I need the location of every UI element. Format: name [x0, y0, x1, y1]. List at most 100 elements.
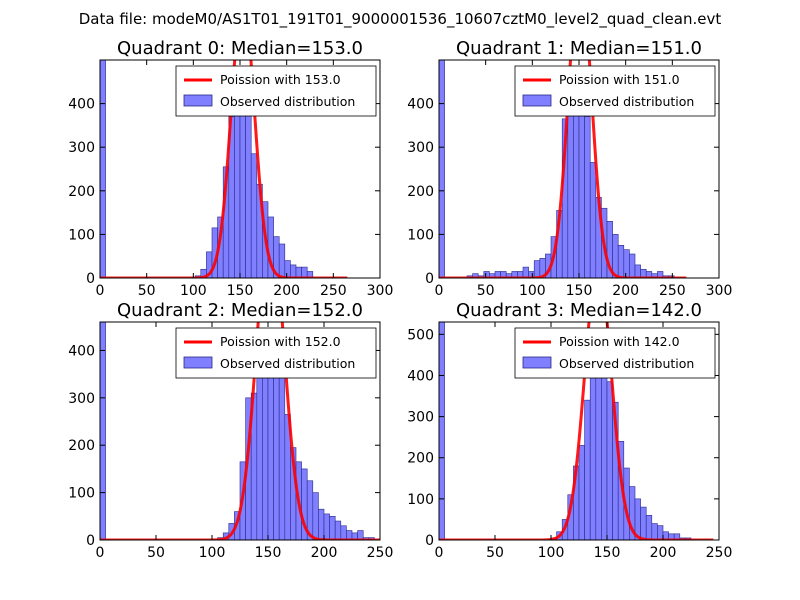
y-tick-label: 300	[68, 391, 95, 407]
plot-area	[439, 60, 688, 278]
x-tick-label: 0	[96, 283, 105, 299]
histogram-bar	[651, 523, 658, 540]
legend-hist-swatch	[522, 356, 552, 369]
poisson-fit-line	[439, 60, 688, 278]
axes-frame	[99, 321, 381, 541]
y-tick-label: 0	[425, 271, 434, 287]
x-tick-label: 150	[566, 283, 593, 299]
legend-hist-label: Observed distribution	[220, 356, 355, 371]
histogram-bar	[100, 60, 106, 278]
y-tick-label: 0	[425, 533, 434, 549]
histogram-bar	[606, 381, 613, 540]
y-tick-label: 100	[407, 227, 434, 243]
x-tick-label: 150	[255, 545, 282, 561]
y-tick-label: 400	[407, 368, 434, 384]
poisson-fit-line	[100, 60, 349, 278]
x-tick-label: 250	[659, 283, 686, 299]
histogram-bar	[439, 322, 445, 540]
legend: Poission with 153.0 Observed distribution	[175, 65, 377, 117]
x-tick-label: 150	[227, 283, 254, 299]
y-tick-label: 200	[68, 184, 95, 200]
x-tick-label: 100	[519, 283, 546, 299]
panel-title: Quadrant 3: Median=142.0	[456, 300, 702, 321]
histogram-bar	[290, 264, 297, 278]
histogram-bar	[629, 253, 636, 278]
legend-hist-label: Observed distribution	[559, 94, 694, 109]
legend-fit-label: Poission with 142.0	[559, 334, 680, 349]
legend-hist-swatch	[183, 94, 213, 107]
histogram-bar	[323, 513, 330, 540]
legend-hist-swatch	[522, 94, 552, 107]
panel-title: Quadrant 1: Median=151.0	[456, 38, 702, 59]
plot-area	[439, 322, 715, 540]
legend-hist-swatch	[183, 356, 213, 369]
x-tick-label: 250	[367, 545, 394, 561]
histogram-bar	[234, 103, 241, 278]
histogram-bar	[295, 266, 302, 278]
panel-quadrant-2: 0 50 100 150 200 250 0 100 200 300 400 Quadrant 2: …	[68, 300, 394, 561]
panel-title: Quadrant 0: Median=153.0	[117, 38, 363, 59]
panel-quadrant-0: 0 50 100 150 200 250 300 0 100 200 300 400 Quadrant …	[68, 38, 394, 299]
histogram-bar	[250, 153, 258, 278]
panel-title: Quadrant 2: Median=152.0	[117, 300, 363, 321]
figure-title: Data file: modeM0/AS1T01_191T01_90000015…	[79, 10, 722, 29]
histogram-bar	[578, 103, 585, 278]
y-tick-label: 0	[86, 271, 95, 287]
histogram-bar	[256, 373, 263, 540]
y-tick-label: 400	[68, 343, 95, 359]
histogram-bar	[584, 399, 591, 540]
histogram-bar	[100, 322, 106, 540]
x-tick-label: 300	[367, 283, 394, 299]
legend-box	[514, 327, 716, 379]
histogram-bar	[634, 264, 641, 278]
x-tick-label: 250	[706, 545, 733, 561]
y-tick-label: 300	[407, 140, 434, 156]
x-tick-label: 100	[538, 545, 565, 561]
histogram-bar	[262, 352, 269, 540]
histogram-bar	[573, 103, 580, 278]
axes-frame	[438, 321, 720, 541]
legend: Poission with 152.0 Observed distribution	[175, 327, 377, 379]
y-tick-label: 500	[407, 327, 434, 343]
histogram-bar	[567, 109, 574, 278]
x-tick-label: 100	[199, 545, 226, 561]
legend-fit-label: Poission with 152.0	[220, 334, 341, 349]
y-tick-label: 400	[407, 97, 434, 113]
histogram-bar	[522, 266, 529, 278]
x-tick-label: 50	[477, 283, 495, 299]
poisson-fit-line	[439, 322, 715, 540]
x-tick-label: 200	[612, 283, 639, 299]
panel-quadrant-1: 0 50 100 150 200 250 300 0 100 200 300 400 Quadrant …	[407, 38, 732, 299]
x-tick-label: 0	[435, 545, 444, 561]
x-tick-label: 200	[273, 283, 300, 299]
histogram-bar	[584, 116, 591, 278]
legend-hist-label: Observed distribution	[220, 94, 355, 109]
histogram-bar	[589, 162, 597, 278]
x-tick-label: 50	[486, 545, 504, 561]
x-tick-label: 50	[138, 283, 156, 299]
histogram-bar	[318, 508, 325, 540]
x-tick-label: 200	[311, 545, 338, 561]
histogram-bar	[329, 516, 336, 540]
y-tick-label: 300	[68, 140, 95, 156]
legend-fit-label: Poission with 151.0	[559, 72, 680, 87]
y-tick-label: 200	[407, 184, 434, 200]
y-tick-label: 100	[68, 486, 95, 502]
x-tick-label: 0	[96, 545, 105, 561]
legend-box	[514, 65, 716, 117]
histogram-bar	[245, 105, 252, 278]
y-tick-label: 400	[68, 97, 95, 113]
histogram-bar	[439, 60, 445, 278]
y-tick-label: 0	[86, 533, 95, 549]
legend-hist-label: Observed distribution	[559, 356, 694, 371]
histogram-bar	[673, 533, 681, 540]
histogram-bar	[278, 243, 286, 278]
x-tick-label: 150	[594, 545, 621, 561]
legend-box	[175, 65, 377, 117]
y-tick-label: 100	[68, 227, 95, 243]
histogram-bar	[578, 445, 585, 540]
histogram-bar	[312, 492, 319, 540]
x-tick-label: 50	[147, 545, 165, 561]
legend-box	[175, 327, 377, 379]
